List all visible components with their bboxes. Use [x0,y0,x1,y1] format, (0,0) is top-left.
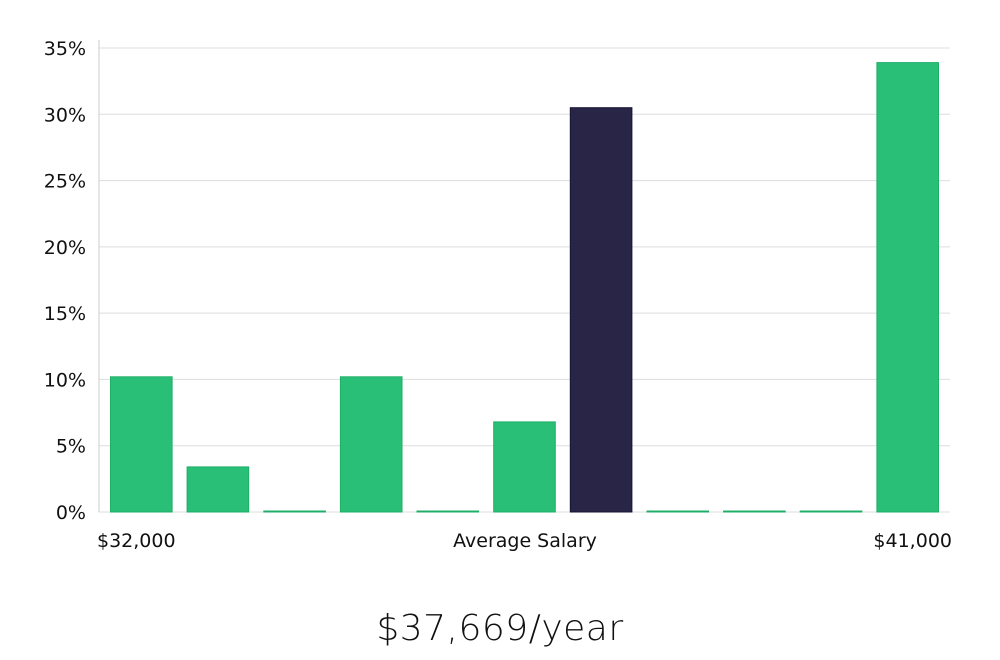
bar-8 [646,510,710,513]
bar-9 [723,510,786,513]
bar-3 [263,510,326,513]
y-tick-label-20: 20% [44,237,86,259]
y-tick-label-35: 35% [44,38,86,60]
y-tick-label-15: 15% [44,303,86,325]
y-tick-label-25: 25% [44,171,86,193]
bar-2 [186,466,250,513]
salary-histogram-chart: 0% 5% 10% 15% 20% 25% 30% 35% $32,000 Average S… [44,38,952,552]
x-min-label: $32,000 [97,530,176,552]
grid-lines [99,47,950,513]
x-axis-title: Average Salary [453,530,597,552]
average-salary-value: $37,669/year [376,608,624,649]
bar-highlighted-7 [569,107,633,513]
bar-5 [416,510,480,513]
y-tick-label-5: 5% [56,436,86,458]
bar-6 [493,421,556,513]
bar-10 [799,510,863,513]
bar-1 [110,376,173,513]
x-max-label: $41,000 [873,530,952,552]
y-tick-label-0: 0% [56,502,86,524]
bars [110,62,940,513]
bar-11 [876,62,940,513]
bar-4 [339,376,403,513]
y-tick-label-10: 10% [44,369,86,391]
y-axis-ticks: 0% 5% 10% 15% 20% 25% 30% 35% [44,38,86,524]
y-tick-label-30: 30% [44,104,86,126]
